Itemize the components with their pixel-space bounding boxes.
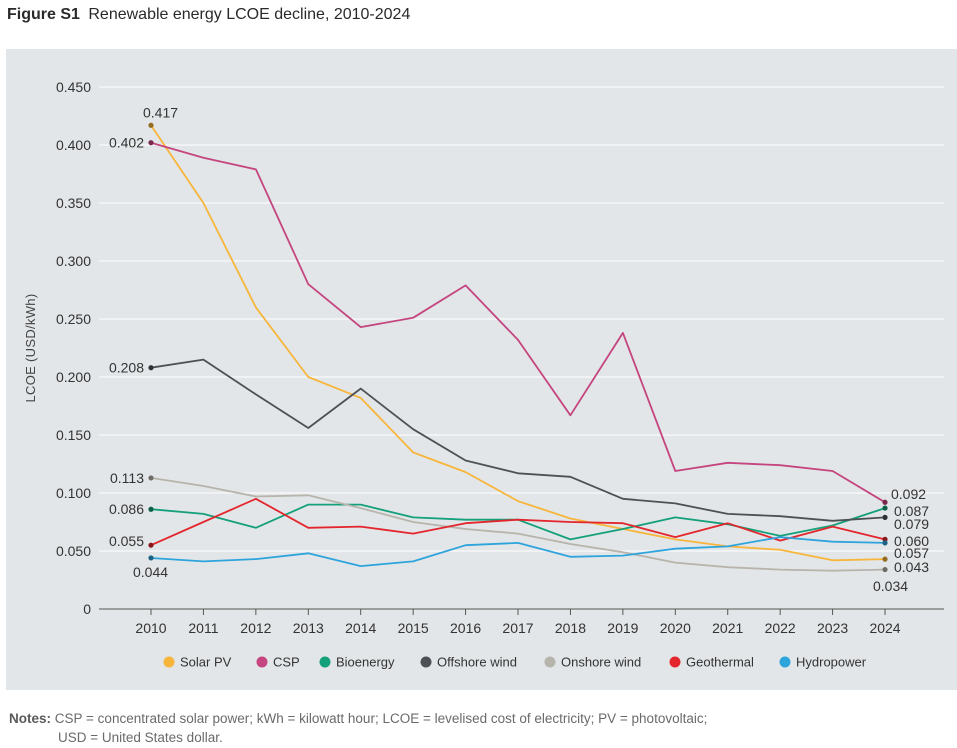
x-tick-label: 2024 — [869, 620, 900, 636]
end-point-bioenergy — [882, 505, 888, 511]
series-line-offshore-wind — [150, 358, 886, 522]
y-tick-label: 0.250 — [56, 311, 91, 327]
start-point-csp — [148, 140, 154, 146]
legend-swatch-onshore-wind — [544, 656, 556, 668]
start-label-geothermal: 0.055 — [109, 533, 144, 549]
data-label-layer: 0.417 0.043 0.402 0.092 0.086 0.087 0.208 0.079… — [109, 104, 929, 594]
y-tick-label: 0.150 — [56, 427, 91, 443]
end-point-onshore-wind — [882, 566, 888, 573]
end-point-csp — [882, 499, 888, 505]
x-tick-label: 2015 — [398, 620, 429, 636]
x-tick-label: 2018 — [555, 620, 586, 636]
series-line-onshore-wind — [150, 476, 886, 572]
legend-swatch-hydropower — [779, 656, 791, 668]
y-tick-label: 0.400 — [56, 137, 91, 153]
start-label-offshore-wind: 0.208 — [109, 360, 144, 376]
legend-label-bioenergy: Bioenergy — [336, 655, 395, 670]
start-label-onshore-wind: 0.113 — [110, 470, 144, 486]
x-tick-label: 2020 — [660, 620, 691, 636]
end-label-bioenergy: 0.087 — [894, 503, 929, 519]
end-point-solar-pv — [882, 556, 888, 562]
x-tick-label: 2014 — [345, 620, 376, 636]
legend-swatch-geothermal — [669, 656, 681, 668]
notes-line-2: USD = United States dollar. — [58, 730, 223, 745]
legend-swatch-solar-pv — [163, 656, 175, 668]
end-label-onshore-wind: 0.034 — [873, 578, 908, 594]
x-tick-label: 2011 — [188, 620, 218, 636]
start-point-offshore-wind — [148, 365, 154, 371]
y-tick-label: 0.300 — [56, 253, 91, 269]
figure-title: Figure S1 Renewable energy LCOE decline,… — [7, 6, 410, 24]
x-tick-label: 2016 — [450, 620, 481, 636]
x-tick-label: 2012 — [240, 620, 271, 636]
legend-swatch-offshore-wind — [420, 656, 432, 668]
x-tick-label: 2023 — [817, 620, 848, 636]
y-tick-label: 0.050 — [56, 543, 91, 559]
figure-label: Figure S1 — [7, 6, 80, 23]
y-tick-label: 0.200 — [56, 369, 91, 385]
legend: Solar PV CSP Bioenergy Offshore wind Onshore… — [163, 655, 867, 670]
legend-label-geothermal: Geothermal — [686, 655, 754, 670]
legend-item-onshore-wind: Onshore wind — [544, 655, 641, 670]
series-line-csp — [150, 141, 886, 504]
grid-layer — [99, 86, 944, 552]
end-label-offshore-wind: 0.079 — [894, 516, 929, 532]
legend-label-csp: CSP — [273, 655, 300, 670]
legend-item-hydropower: Hydropower — [779, 655, 867, 670]
end-point-offshore-wind — [882, 514, 888, 520]
end-label-csp: 0.092 — [891, 486, 926, 502]
start-label-csp: 0.402 — [109, 135, 144, 151]
start-point-hydropower — [148, 555, 154, 561]
start-point-solar-pv — [148, 122, 154, 128]
legend-item-offshore-wind: Offshore wind — [420, 655, 517, 670]
chart-notes: Notes: CSP = concentrated solar power; k… — [9, 709, 707, 747]
series-line-solar-pv — [150, 124, 886, 562]
y-tick-label: 0.450 — [56, 79, 91, 95]
legend-label-solar-pv: Solar PV — [180, 655, 232, 670]
x-tick-label: 2013 — [293, 620, 324, 636]
end-label-hydropower: 0.057 — [894, 545, 929, 561]
start-point-bioenergy — [148, 506, 154, 512]
x-tick-label: 2021 — [712, 620, 743, 636]
chart-panel: 0 0.050 0.100 0.150 0.200 0.250 0.300 0.350 0.40… — [6, 49, 957, 690]
x-tick-label: 2022 — [765, 620, 796, 636]
legend-label-offshore-wind: Offshore wind — [437, 655, 517, 670]
x-tick-label: 2010 — [135, 620, 166, 636]
y-tick-label: 0.350 — [56, 195, 91, 211]
series-line-hydropower — [150, 536, 886, 567]
notes-line-1: CSP = concentrated solar power; kWh = ki… — [54, 711, 708, 726]
series-layer — [148, 122, 888, 573]
start-point-geothermal — [148, 542, 154, 548]
y-axis-title: LCOE (USD/kWh) — [23, 294, 38, 403]
y-tick-label: 0.100 — [56, 485, 91, 501]
start-label-solar-pv: 0.417 — [143, 104, 178, 120]
legend-label-hydropower: Hydropower — [796, 655, 867, 670]
end-label-geothermal: 0.060 — [894, 533, 929, 549]
line-chart: 0 0.050 0.100 0.150 0.200 0.250 0.300 0.350 0.40… — [23, 79, 944, 670]
legend-label-onshore-wind: Onshore wind — [561, 655, 641, 670]
legend-item-geothermal: Geothermal — [669, 655, 754, 670]
legend-swatch-bioenergy — [319, 656, 331, 668]
start-label-bioenergy: 0.086 — [109, 501, 144, 517]
legend-swatch-csp — [256, 656, 268, 668]
notes-heading: Notes: — [9, 711, 52, 726]
start-label-hydropower: 0.044 — [133, 564, 168, 580]
x-tick-label: 2017 — [502, 620, 533, 636]
series-line-geothermal — [150, 497, 886, 547]
end-point-hydropower — [882, 540, 888, 546]
legend-item-csp: CSP — [256, 655, 300, 670]
y-tick-label: 0 — [83, 601, 91, 617]
legend-item-bioenergy: Bioenergy — [319, 655, 395, 670]
legend-item-solar-pv: Solar PV — [163, 655, 232, 670]
x-tick-label: 2019 — [607, 620, 638, 636]
end-label-solar-pv: 0.043 — [894, 559, 929, 575]
axis-layer: 0 0.050 0.100 0.150 0.200 0.250 0.300 0.350 0.40… — [23, 79, 944, 636]
chart-title: Renewable energy LCOE decline, 2010-2024 — [88, 6, 411, 23]
start-point-onshore-wind — [148, 475, 154, 481]
